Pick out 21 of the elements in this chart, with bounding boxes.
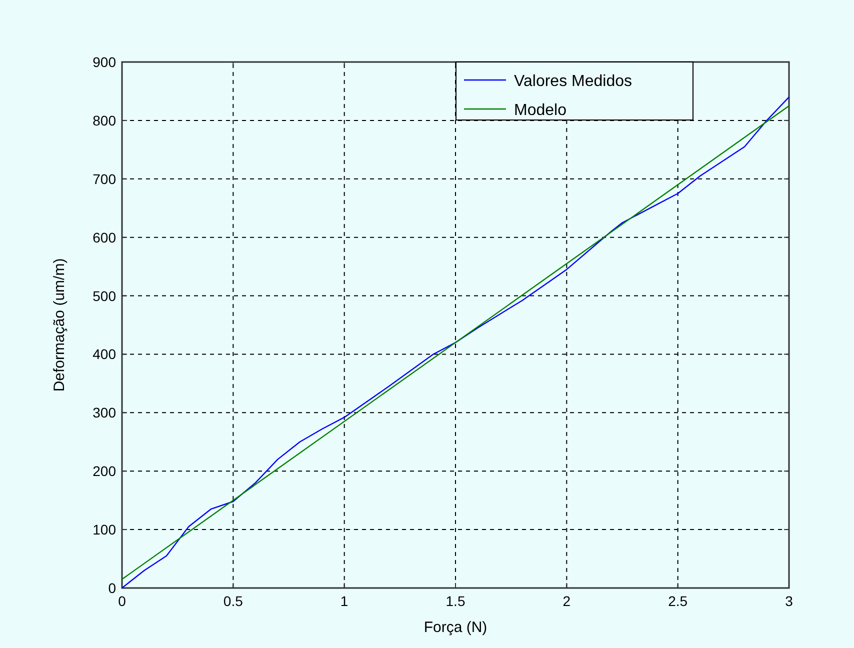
x-tick-label: 3 — [785, 593, 794, 609]
y-tick-label: 300 — [92, 404, 116, 421]
y-tick-label: 600 — [92, 229, 116, 246]
x-tick-label: 1.5 — [446, 593, 466, 609]
x-tick-label: 1 — [340, 593, 348, 609]
y-tick-label: 700 — [92, 170, 116, 187]
y-axis-title: Deformação (um/m) — [51, 258, 68, 392]
y-tick-label: 500 — [92, 288, 116, 304]
y-tick-label: 900 — [92, 54, 116, 70]
x-tick-label: 0.5 — [223, 593, 244, 609]
y-tick-label: 0 — [108, 580, 116, 596]
x-tick-label: 2 — [562, 593, 571, 609]
y-tick-label: 400 — [92, 346, 116, 362]
legend-label: Valores Medidos — [514, 73, 632, 90]
x-tick-label: 2.5 — [668, 593, 688, 609]
x-tick-label: 0 — [118, 593, 126, 609]
y-tick-label: 100 — [92, 522, 116, 538]
legend-label: Modelo — [514, 102, 567, 119]
y-tick-label: 800 — [92, 112, 116, 128]
x-axis-title: Força (N) — [424, 619, 488, 636]
y-tick-label: 200 — [92, 463, 116, 480]
